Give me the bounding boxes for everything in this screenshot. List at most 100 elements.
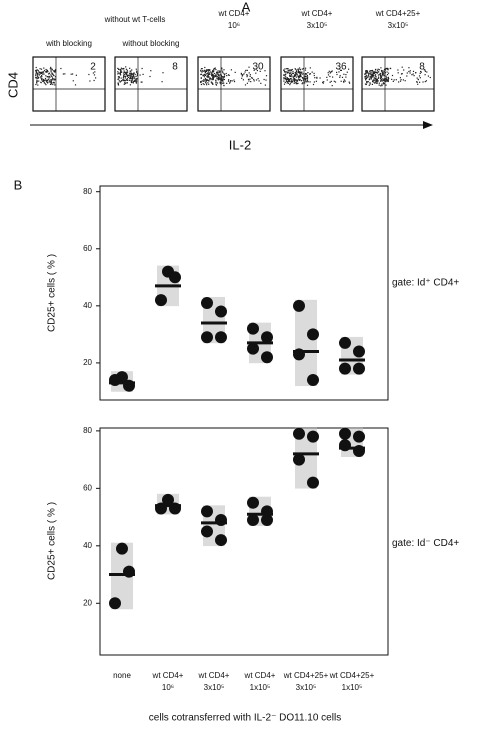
event-dot [215, 69, 217, 71]
event-dot [381, 73, 383, 75]
event-dot [291, 81, 293, 84]
event-dot [374, 77, 376, 79]
event-dot [380, 69, 383, 72]
event-dot [50, 74, 52, 76]
event-dot [385, 68, 387, 70]
event-dot [380, 80, 382, 82]
event-dot [212, 78, 214, 80]
event-dot [162, 72, 164, 74]
event-dot [221, 67, 223, 69]
event-dot [200, 73, 202, 75]
event-dot [211, 81, 213, 83]
event-dot [387, 80, 389, 82]
event-dot [386, 80, 388, 82]
event-dot [136, 70, 138, 72]
event-dot [395, 79, 397, 81]
event-dot [382, 80, 384, 82]
event-dot [201, 68, 203, 70]
event-dot [312, 83, 315, 86]
event-dot [339, 75, 341, 77]
event-dot [217, 79, 219, 81]
event-dot [222, 76, 224, 78]
event-dot [50, 79, 52, 81]
event-dot [383, 80, 385, 82]
event-dot [412, 70, 415, 72]
event-dot [126, 82, 128, 84]
event-dot [283, 77, 285, 79]
event-dot [345, 76, 347, 78]
event-dot [207, 82, 209, 84]
event-dot [120, 77, 122, 79]
event-dot [131, 81, 133, 83]
event-dot [217, 74, 219, 76]
event-dot [298, 71, 300, 73]
event-dot [203, 74, 205, 76]
event-dot [290, 72, 292, 74]
event-dot [286, 72, 288, 74]
event-dot [128, 79, 130, 81]
data-point [261, 513, 273, 526]
event-dot [400, 73, 403, 75]
event-dot [375, 81, 377, 83]
event-dot [40, 77, 42, 79]
event-dot [373, 79, 375, 81]
data-point [307, 374, 319, 387]
event-dot [255, 79, 258, 81]
data-point [247, 322, 259, 335]
event-dot [306, 76, 308, 78]
event-dot [286, 68, 288, 70]
event-dot [124, 71, 126, 73]
event-dot [339, 76, 341, 78]
event-dot [283, 69, 285, 71]
event-dot [368, 79, 370, 81]
event-dot [340, 69, 342, 71]
event-dot [216, 77, 218, 80]
event-dot [135, 82, 137, 84]
event-dot [370, 72, 372, 74]
event-dot [241, 75, 243, 77]
event-dot [382, 79, 385, 81]
event-dot [213, 75, 215, 77]
event-dot [334, 81, 337, 83]
event-dot [228, 79, 230, 81]
event-dot [44, 80, 46, 82]
event-dot [36, 71, 38, 74]
event-dot [389, 67, 391, 69]
event-dot [373, 72, 375, 75]
event-dot [129, 67, 131, 69]
data-point [339, 427, 351, 440]
event-dot [233, 81, 236, 83]
event-dot [286, 71, 288, 73]
event-dot [323, 81, 325, 83]
event-dot [136, 71, 138, 73]
event-dot [306, 77, 308, 79]
event-dot [319, 77, 321, 79]
event-dot [218, 71, 220, 73]
event-dot [44, 77, 47, 80]
event-dot [52, 83, 54, 86]
event-dot [207, 74, 209, 76]
data-point [307, 430, 319, 443]
event-dot [382, 82, 385, 84]
event-dot [44, 82, 46, 85]
event-dot [43, 69, 46, 72]
event-dot [36, 69, 39, 71]
group-label: without wt T-cells [104, 15, 166, 24]
y-axis-label: CD4 [5, 72, 20, 98]
event-dot [415, 72, 417, 74]
event-dot [51, 68, 53, 70]
event-dot [304, 69, 307, 71]
event-dot [380, 79, 382, 81]
event-dot [212, 77, 214, 79]
event-dot [124, 79, 126, 81]
event-dot [299, 71, 301, 74]
event-dot [302, 68, 305, 70]
event-dot [229, 82, 231, 84]
event-dot [117, 73, 119, 75]
event-dot [367, 81, 369, 83]
event-dot [117, 84, 120, 86]
event-dot [120, 68, 122, 71]
event-dot [316, 76, 318, 78]
event-dot [295, 71, 298, 73]
event-dot [392, 80, 394, 82]
